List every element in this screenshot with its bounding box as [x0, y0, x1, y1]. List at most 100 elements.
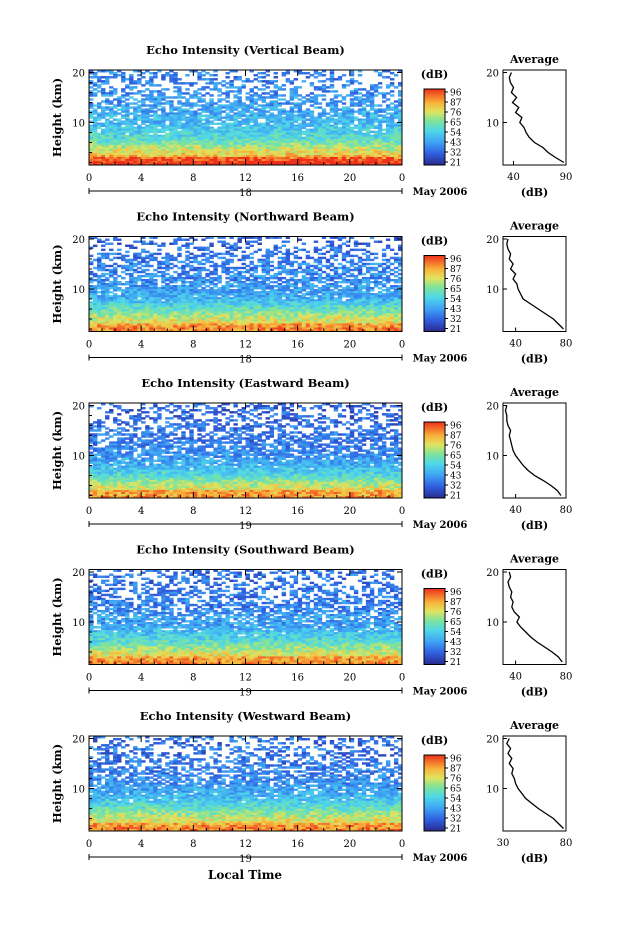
- heatmap-cell: [301, 162, 307, 166]
- heatmap-cell: [261, 92, 266, 95]
- heatmap-cell: [381, 160, 387, 164]
- heatmap-cell: [229, 130, 234, 134]
- heatmap-cell: [93, 258, 98, 262]
- heatmap-cell: [129, 262, 134, 266]
- heatmap-cell: [233, 106, 238, 109]
- heatmap-cell: [241, 138, 246, 142]
- heatmap-cell: [273, 150, 278, 154]
- heatmap-cell: [125, 254, 130, 258]
- heatmap-cell: [209, 80, 214, 83]
- heatmap-cell: [245, 126, 250, 130]
- heatmap-cell: [293, 293, 299, 296]
- heatmap-cell: [297, 289, 303, 292]
- heatmap-cell: [353, 104, 359, 107]
- heatmap-cell: [389, 291, 395, 294]
- heatmap-cell: [249, 301, 254, 304]
- heatmap-cell: [353, 88, 359, 91]
- heatmap-cell: [165, 142, 170, 146]
- heatmap-cell: [109, 160, 114, 164]
- heatmap-cell: [173, 156, 178, 160]
- heatmap-cell: [245, 98, 250, 101]
- heatmap-cell: [333, 236, 339, 239]
- heatmap-cell: [97, 70, 102, 73]
- heatmap-cell: [313, 120, 319, 123]
- heatmap-cell: [277, 108, 283, 111]
- heatmap-cell: [229, 142, 234, 146]
- heatmap-cell: [325, 142, 331, 146]
- heatmap-cell: [101, 293, 106, 296]
- heatmap-cell: [193, 254, 198, 258]
- heatmap-cell: [197, 118, 202, 121]
- heatmap-cell: [89, 110, 94, 113]
- heatmap-cell: [229, 162, 234, 166]
- heatmap-cell: [329, 90, 335, 93]
- heatmap-cell: [369, 293, 375, 296]
- heatmap-cell: [153, 74, 158, 77]
- heatmap-cell: [285, 120, 291, 123]
- heatmap-cell: [221, 116, 226, 119]
- heatmap-cell: [197, 291, 202, 294]
- heatmap-cell: [205, 142, 210, 146]
- heatmap-cell: [137, 118, 142, 121]
- heatmap-cell: [285, 144, 291, 148]
- heatmap-cell: [205, 158, 210, 162]
- heatmap-cell: [101, 134, 106, 138]
- heatmap-cell: [365, 156, 371, 160]
- heatmap-cell: [237, 276, 242, 280]
- heatmap-cell: [373, 110, 379, 113]
- heatmap-cell: [385, 154, 391, 158]
- heatmap-cell: [189, 116, 194, 119]
- heatmap-cell: [237, 116, 242, 119]
- heatmap-cell: [281, 110, 287, 113]
- heatmap-cell: [301, 110, 307, 113]
- heatmap-cell: [273, 114, 278, 117]
- heatmap-cell: [201, 238, 206, 241]
- heatmap-cell: [385, 274, 391, 278]
- heatmap-cell: [349, 120, 355, 123]
- heatmap-cell: [245, 150, 250, 154]
- heatmap-cell: [233, 244, 238, 248]
- heatmap-cell: [225, 289, 230, 292]
- heatmap-cell: [373, 150, 379, 154]
- heatmap-cell: [205, 150, 210, 154]
- heatmap-cell: [393, 256, 399, 260]
- heatmap-cell: [217, 156, 222, 160]
- heatmap-cell: [317, 156, 323, 160]
- heatmap-cell: [249, 136, 254, 140]
- heatmap-cell: [213, 112, 218, 115]
- heatmap-cell: [217, 130, 222, 134]
- heatmap-cell: [333, 78, 339, 81]
- heatmap-cell: [245, 96, 250, 99]
- heatmap-cell: [285, 138, 291, 142]
- heatmap-cell: [261, 291, 266, 294]
- heatmap-cell: [301, 116, 307, 119]
- heatmap-cell: [93, 160, 98, 164]
- heatmap-cell: [125, 258, 130, 262]
- heatmap-cell: [205, 297, 210, 300]
- heatmap-cell: [385, 270, 391, 274]
- heatmap-cell: [353, 262, 359, 266]
- heatmap-cell: [309, 156, 315, 160]
- heatmap-cell: [333, 140, 339, 144]
- heatmap-cell: [317, 295, 323, 298]
- heatmap-cell: [133, 136, 138, 140]
- heatmap-cell: [225, 266, 230, 270]
- heatmap-cell: [389, 136, 395, 140]
- heatmap-cell: [265, 116, 270, 119]
- heatmap-cell: [341, 106, 347, 109]
- heatmap-cell: [161, 76, 166, 79]
- heatmap-cell: [105, 118, 110, 121]
- heatmap-cell: [289, 80, 295, 83]
- heatmap-cell: [393, 158, 399, 162]
- heatmap-cell: [89, 148, 94, 152]
- heatmap-cell: [161, 156, 166, 160]
- heatmap-cell: [105, 303, 110, 306]
- heatmap-cell: [397, 150, 403, 154]
- heatmap-cell: [205, 236, 210, 239]
- heatmap-cell: [213, 122, 218, 125]
- heatmap-cell: [261, 289, 266, 292]
- heatmap-cell: [125, 120, 130, 123]
- heatmap-cell: [173, 76, 178, 79]
- heatmap-cell: [105, 146, 110, 150]
- heatmap-cell: [221, 268, 226, 272]
